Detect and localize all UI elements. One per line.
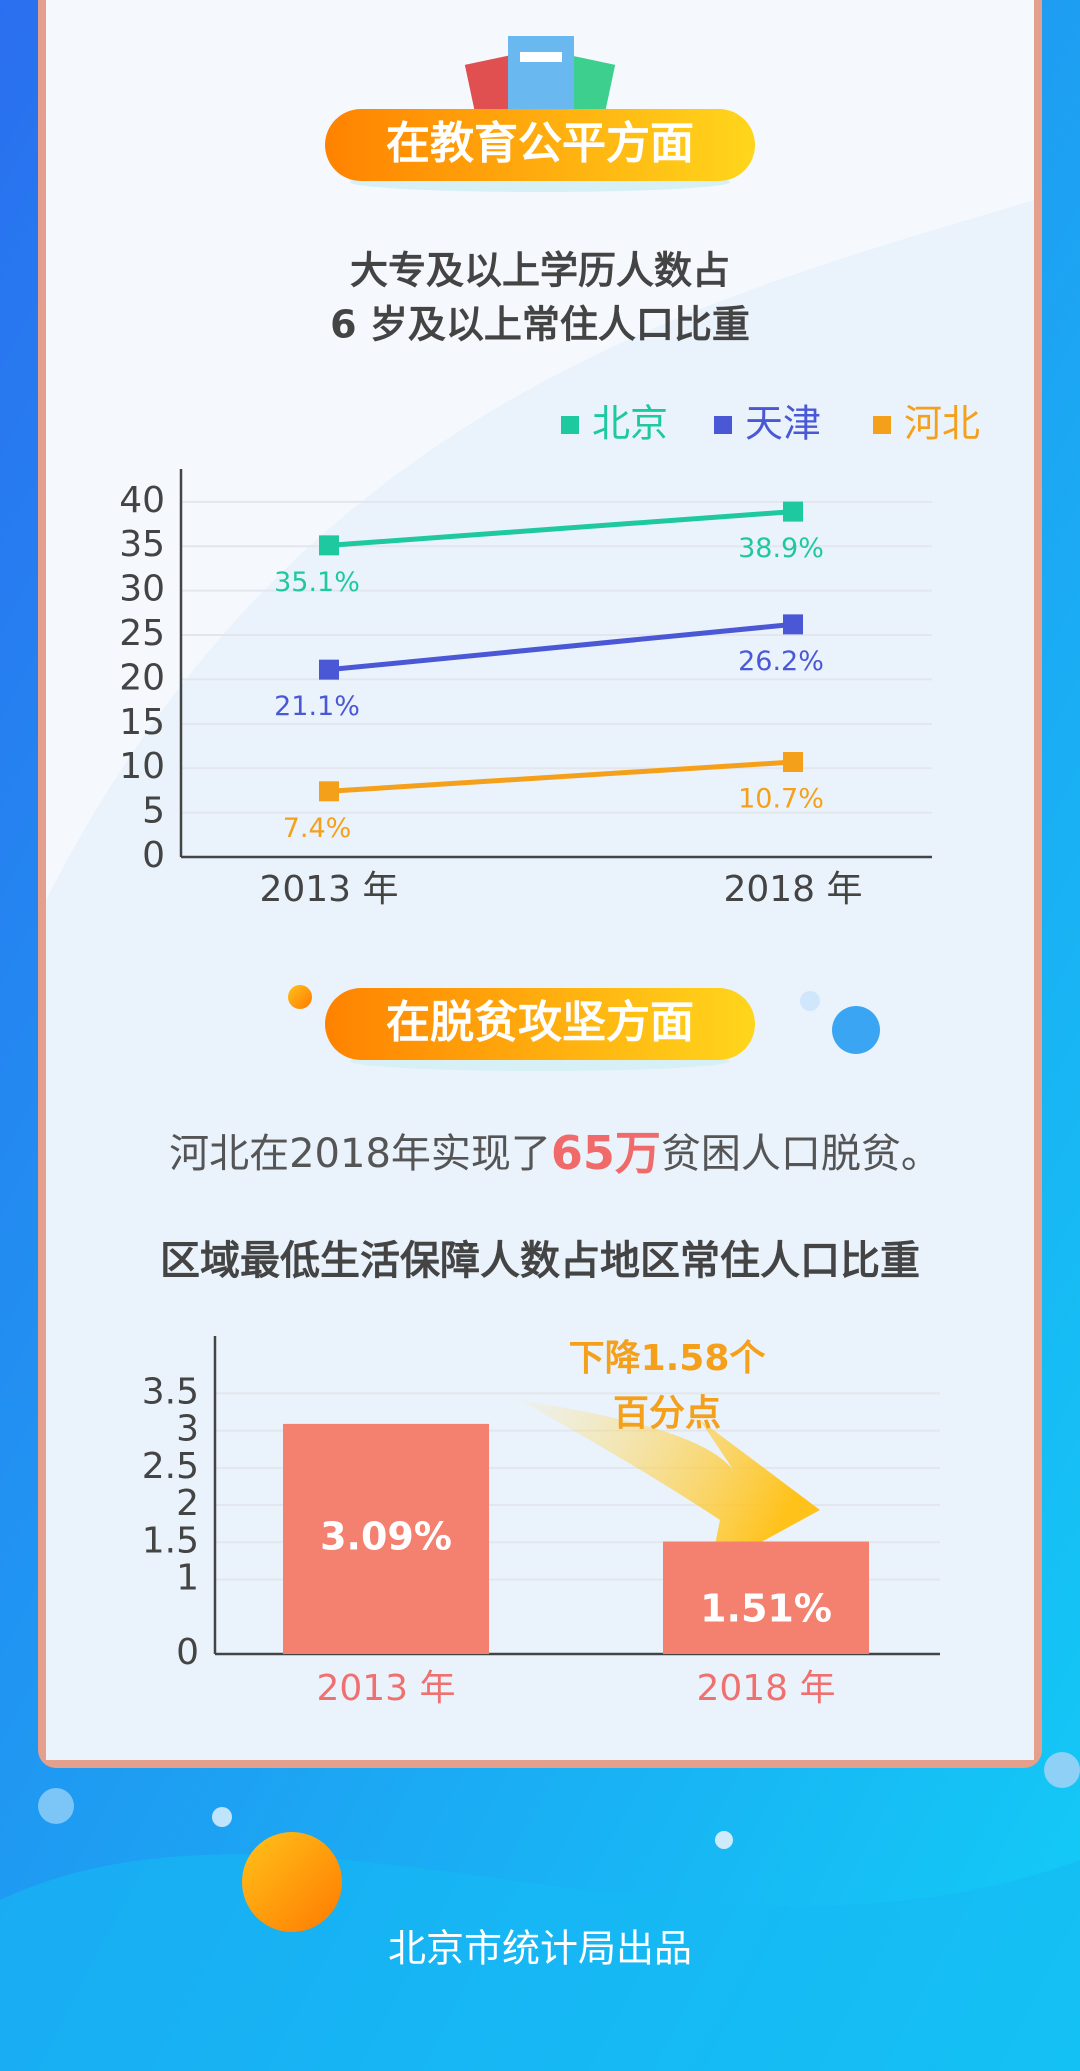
decor-dot (800, 991, 820, 1011)
y-tick-label: 0 (142, 835, 165, 876)
heading: 在脱贫攻坚方面 (386, 997, 694, 1048)
point (783, 614, 803, 635)
data-label: 1.51% (700, 1587, 832, 1631)
y-tick-label: 35 (119, 524, 165, 565)
sentence-part: 河北在2018年实现了 (169, 1131, 551, 1177)
decor-dot (288, 985, 312, 1009)
x-tick-label: 2018 年 (723, 869, 862, 910)
series-line (328, 509, 794, 548)
series-line (328, 621, 794, 673)
annotation: 下降1.58个 (569, 1338, 766, 1379)
x-tick-label: 2013 年 (316, 1668, 455, 1709)
data-label: 21.1% (274, 691, 360, 722)
y-tick-label: 5 (142, 791, 165, 832)
y-tick-label: 25 (119, 613, 165, 654)
y-tick-label: 1.5 (142, 1520, 199, 1561)
y-tick-label: 15 (119, 702, 165, 743)
chart-title: 区域最低生活保障人数占地区常住人口比重 (160, 1238, 920, 1284)
y-tick-label: 40 (119, 480, 165, 521)
series-line (328, 759, 794, 794)
legend-label: 北京 (592, 402, 668, 446)
legend-swatch (714, 416, 732, 434)
footer: 北京市统计局出品 (388, 1927, 692, 1971)
y-tick-label: 0 (176, 1632, 199, 1673)
point (783, 501, 803, 522)
trend-arrow (520, 1400, 820, 1570)
y-tick-label: 30 (119, 569, 165, 610)
decor-ball (242, 1832, 342, 1932)
heading: 在教育公平方面 (386, 118, 694, 169)
data-label: 10.7% (738, 783, 824, 814)
chart-title: 6 岁及以上常住人口比重 (330, 303, 750, 347)
y-tick-label: 2 (176, 1483, 199, 1524)
sentence-part: 贫困人口脱贫。 (661, 1131, 941, 1177)
x-tick-label: 2013 年 (259, 869, 398, 910)
legend-label: 河北 (904, 402, 980, 446)
data-label: 3.09% (320, 1515, 452, 1559)
legend-swatch (561, 416, 579, 434)
y-tick-label: 20 (119, 657, 165, 698)
data-label: 26.2% (738, 646, 824, 677)
chart-title: 大专及以上学历人数占 (350, 249, 730, 293)
decor-dot (832, 1006, 880, 1054)
sentence: 河北在2018年实现了65万贫困人口脱贫。 (169, 1126, 941, 1180)
decor-dot (38, 1788, 74, 1824)
y-tick-label: 10 (119, 746, 165, 787)
point (319, 781, 339, 802)
heading-pill (325, 988, 755, 1060)
point (783, 751, 803, 772)
legend-swatch (873, 416, 891, 434)
y-tick-label: 3 (176, 1409, 199, 1450)
x-tick-label: 2018 年 (696, 1668, 835, 1709)
heading-pill (325, 109, 755, 181)
decor-dot (1044, 1752, 1080, 1788)
sentence-highlight: 65万 (551, 1126, 661, 1180)
y-tick-label: 2.5 (142, 1446, 199, 1487)
legend-label: 天津 (745, 402, 821, 446)
bar (283, 1423, 489, 1654)
decor-dot (212, 1807, 232, 1827)
books-icon (464, 36, 616, 120)
y-tick-label: 1 (176, 1558, 199, 1599)
bar (663, 1541, 869, 1654)
y-tick-label: 3.5 (142, 1371, 199, 1412)
annotation: 百分点 (613, 1393, 721, 1434)
data-label: 38.9% (738, 533, 824, 564)
point (319, 535, 339, 556)
point (319, 659, 339, 680)
decor-dot (715, 1831, 733, 1849)
data-label: 7.4% (283, 813, 352, 844)
data-label: 35.1% (274, 567, 360, 598)
